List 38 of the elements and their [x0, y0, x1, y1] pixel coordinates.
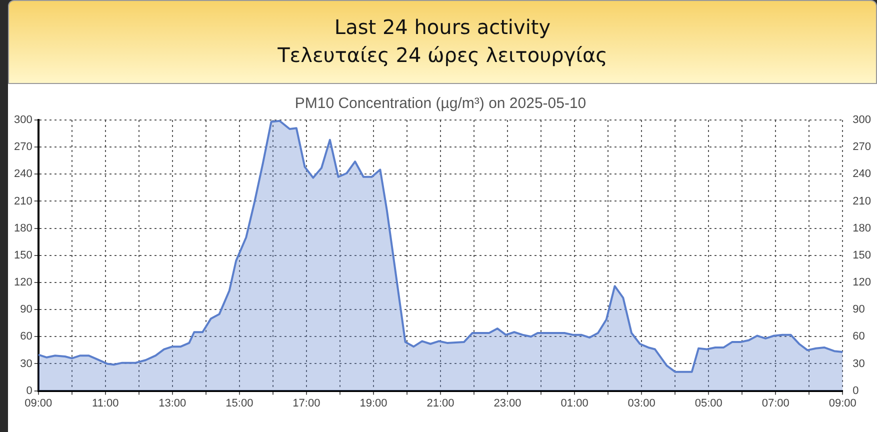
y2-tick-label: 0 — [852, 384, 859, 397]
y-tick-label: 60 — [20, 330, 32, 343]
x-tick-label: 23:00 — [494, 397, 522, 410]
y-tick-label: 30 — [20, 358, 32, 370]
y-tick-label: 150 — [14, 249, 32, 262]
y-tick-label: 270 — [14, 141, 32, 154]
x-tick-label: 09:00 — [24, 397, 52, 410]
y-tick-label: 210 — [14, 195, 32, 208]
x-tick-label: 21:00 — [426, 397, 454, 410]
y-tick-label: 90 — [20, 304, 32, 316]
y2-tick-label: 60 — [852, 330, 865, 343]
y2-tick-label: 90 — [852, 304, 865, 316]
y2-tick-label: 210 — [852, 195, 872, 208]
y2-tick-label: 30 — [852, 358, 865, 370]
y2-tick-label: 300 — [852, 114, 872, 126]
x-tick-label: 17:00 — [292, 397, 320, 410]
x-tick-label: 05:00 — [694, 397, 722, 410]
y-tick-label: 0 — [26, 384, 32, 397]
x-tick-label: 19:00 — [360, 397, 388, 410]
text: PM10 Concentration (µg/m³) on 2025-05-10 — [294, 95, 586, 112]
x-tick-label: 13:00 — [158, 397, 186, 410]
x-tick-label: 15:00 — [226, 397, 254, 410]
y2-tick-label: 120 — [852, 276, 872, 289]
x-tick-label: 01:00 — [560, 397, 588, 410]
y2-tick-label: 240 — [852, 168, 872, 180]
chart-subtitle: Τελευταίες 24 ώρες λειτουργίας — [276, 42, 608, 69]
y-tick-label: 240 — [14, 168, 32, 180]
y-tick-label: 180 — [14, 222, 32, 234]
y2-tick-label: 270 — [852, 141, 872, 154]
y2-tick-label: 150 — [852, 249, 872, 262]
y-tick-label: 120 — [14, 276, 32, 289]
x-tick-label: 03:00 — [628, 397, 656, 410]
x-tick-label: 07:00 — [762, 397, 790, 410]
y2-tick-label: 180 — [852, 222, 872, 234]
chart-title: Last 24 hours activity — [333, 14, 552, 41]
x-tick-label: 09:00 — [828, 397, 856, 410]
y-tick-label: 300 — [14, 114, 32, 126]
x-tick-label: 11:00 — [92, 397, 119, 410]
